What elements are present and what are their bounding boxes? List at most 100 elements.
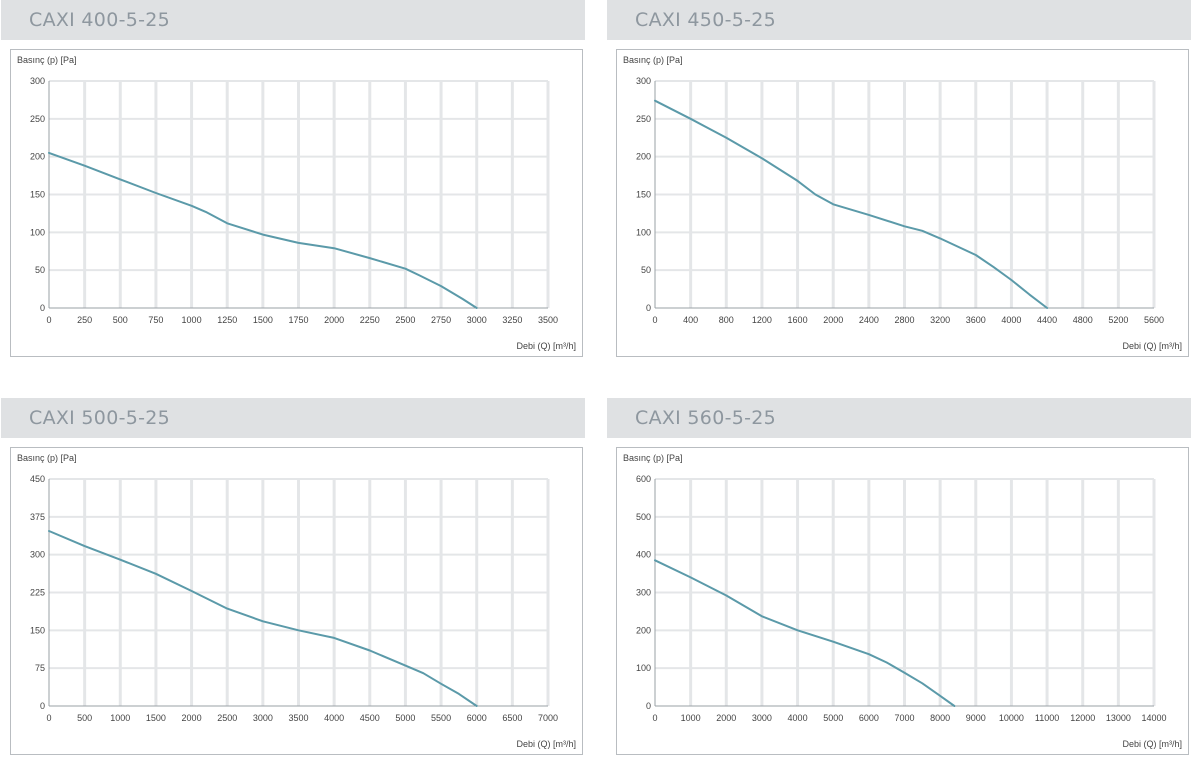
chart-area: 0 100 200 300 400 500 600 0 1000 2000 3000 4000 5000… (616, 447, 1189, 755)
x-tick-label: 500 (77, 713, 92, 723)
y-axis-label: Basınç (p) [Pa] (17, 453, 77, 463)
y-tick-label: 150 (636, 190, 651, 200)
x-tick-label: 8000 (930, 713, 950, 723)
chart-title: CAXI 560-5-25 (607, 398, 1191, 438)
x-tick-label: 1500 (146, 713, 166, 723)
y-tick-label: 100 (30, 227, 45, 237)
y-tick-label: 400 (636, 550, 651, 560)
x-tick-label: 1750 (288, 315, 308, 325)
x-tick-label: 400 (683, 315, 698, 325)
series-line (654, 99, 1049, 309)
x-tick-label: 800 (719, 315, 734, 325)
y-tick-label: 300 (636, 76, 651, 86)
x-tick-label: 1200 (752, 315, 772, 325)
y-tick-label: 75 (35, 663, 45, 673)
y-tick-label: 100 (636, 663, 651, 673)
chart-area: 0 50 100 150 200 250 300 0 400 800 1200 1600 2000 240… (616, 49, 1189, 357)
series-line (48, 151, 478, 309)
y-axis-label: Basınç (p) [Pa] (17, 55, 77, 65)
y-tick-label: 300 (30, 76, 45, 86)
x-tick-label: 4500 (360, 713, 380, 723)
series-line (654, 559, 956, 707)
chart-panel-3: CAXI 500-5-25 0 75 150 225 300 375 450 0 500 1000… (1, 398, 585, 755)
y-tick-label: 150 (30, 190, 45, 200)
x-tick-label: 10000 (999, 713, 1024, 723)
y-tick-label: 225 (30, 588, 45, 598)
x-tick-label: 2500 (217, 713, 237, 723)
x-tick-label: 2400 (859, 315, 879, 325)
x-tick-label: 0 (652, 713, 657, 723)
y-tick-label: 200 (636, 152, 651, 162)
x-tick-label: 1500 (253, 315, 273, 325)
y-tick-label: 200 (636, 625, 651, 635)
x-tick-label: 14000 (1141, 713, 1166, 723)
x-tick-label: 2000 (324, 315, 344, 325)
x-tick-label: 2250 (360, 315, 380, 325)
x-tick-label: 2500 (395, 315, 415, 325)
x-tick-label: 3000 (467, 315, 487, 325)
y-tick-label: 150 (30, 625, 45, 635)
y-tick-label: 600 (636, 474, 651, 484)
x-axis-label: Debi (Q) [m³/h] (516, 739, 576, 749)
chart-svg: 0 50 100 150 200 250 300 0 400 800 1200 1600 2000 240… (636, 76, 1164, 325)
x-tick-label: 1000 (110, 713, 130, 723)
x-tick-label: 3600 (966, 315, 986, 325)
chart-title: CAXI 400-5-25 (1, 0, 585, 40)
chart-title: CAXI 500-5-25 (1, 398, 585, 438)
x-tick-label: 250 (77, 315, 92, 325)
x-tick-label: 5000 (823, 713, 843, 723)
x-tick-label: 9000 (966, 713, 986, 723)
y-tick-label: 300 (30, 550, 45, 560)
x-tick-label: 13000 (1106, 713, 1131, 723)
y-tick-label: 50 (641, 265, 651, 275)
x-tick-label: 5200 (1108, 315, 1128, 325)
x-tick-label: 4000 (788, 713, 808, 723)
y-tick-label: 450 (30, 474, 45, 484)
y-axis-label: Basınç (p) [Pa] (623, 453, 683, 463)
x-tick-label: 2000 (823, 315, 843, 325)
x-tick-label: 750 (148, 315, 163, 325)
y-tick-label: 0 (40, 303, 45, 313)
x-tick-label: 1250 (217, 315, 237, 325)
chart-panel-4: CAXI 560-5-25 0 100 200 300 400 500 600 0 1000 20… (607, 398, 1191, 755)
x-tick-label: 5500 (431, 713, 451, 723)
x-tick-label: 7000 (538, 713, 558, 723)
x-tick-label: 6500 (502, 713, 522, 723)
chart-panel-2: CAXI 450-5-25 0 50 100 150 200 250 300 0 400 800 1… (607, 0, 1191, 357)
x-tick-label: 7000 (894, 713, 914, 723)
x-tick-label: 3250 (502, 315, 522, 325)
x-tick-label: 500 (113, 315, 128, 325)
y-tick-label: 0 (646, 701, 651, 711)
x-tick-label: 12000 (1070, 713, 1095, 723)
x-tick-label: 2800 (894, 315, 914, 325)
x-tick-label: 4400 (1037, 315, 1057, 325)
y-tick-label: 300 (636, 588, 651, 598)
x-tick-label: 2000 (716, 713, 736, 723)
y-tick-label: 375 (30, 512, 45, 522)
x-tick-label: 3500 (288, 713, 308, 723)
x-tick-label: 4000 (1001, 315, 1021, 325)
x-tick-label: 11000 (1035, 713, 1059, 723)
y-tick-label: 100 (636, 227, 651, 237)
x-tick-label: 6000 (859, 713, 879, 723)
x-tick-label: 6000 (467, 713, 487, 723)
x-tick-label: 2000 (182, 713, 202, 723)
x-tick-label: 0 (652, 315, 657, 325)
y-tick-label: 200 (30, 152, 45, 162)
x-tick-label: 5600 (1144, 315, 1164, 325)
chart-area: 0 50 100 150 200 250 300 0 250 500 750 1000 1250 1500… (10, 49, 583, 357)
y-tick-label: 500 (636, 512, 651, 522)
series-line (48, 530, 478, 707)
x-tick-label: 2750 (431, 315, 451, 325)
x-tick-label: 3200 (930, 315, 950, 325)
chart-title: CAXI 450-5-25 (607, 0, 1191, 40)
x-tick-label: 1000 (182, 315, 202, 325)
chart-area: 0 75 150 225 300 375 450 0 500 1000 1500 2000 2500 30… (10, 447, 583, 755)
x-tick-label: 3500 (538, 315, 558, 325)
x-tick-label: 1600 (788, 315, 808, 325)
x-tick-label: 4800 (1073, 315, 1093, 325)
x-tick-label: 0 (46, 315, 51, 325)
x-tick-label: 3000 (752, 713, 772, 723)
